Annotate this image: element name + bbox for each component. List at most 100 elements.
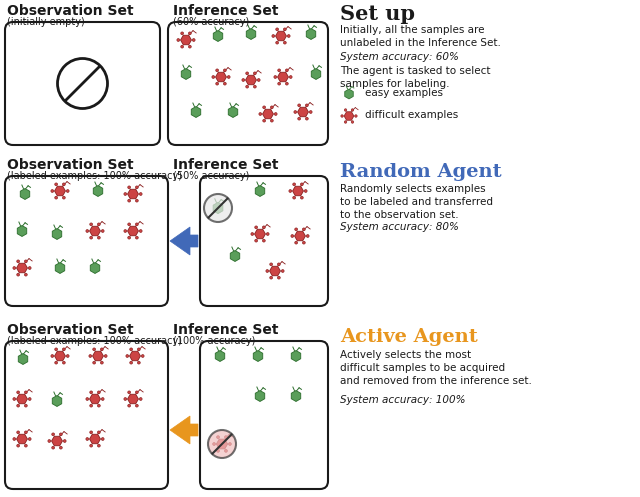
Circle shape xyxy=(228,442,231,445)
Circle shape xyxy=(136,199,138,202)
Polygon shape xyxy=(269,266,280,276)
Polygon shape xyxy=(90,434,100,444)
Text: Observation Set: Observation Set xyxy=(7,4,134,18)
Circle shape xyxy=(128,199,131,202)
Circle shape xyxy=(351,121,354,123)
Polygon shape xyxy=(170,416,198,444)
Text: difficult examples: difficult examples xyxy=(365,110,458,120)
Circle shape xyxy=(278,263,280,266)
Text: (60% accuracy): (60% accuracy) xyxy=(173,17,249,27)
FancyBboxPatch shape xyxy=(200,341,328,489)
Circle shape xyxy=(104,354,107,357)
Circle shape xyxy=(60,446,62,449)
Circle shape xyxy=(351,109,354,111)
Polygon shape xyxy=(54,351,65,361)
Circle shape xyxy=(300,183,303,186)
Circle shape xyxy=(271,106,273,109)
FancyBboxPatch shape xyxy=(5,22,160,145)
Circle shape xyxy=(17,260,20,263)
Circle shape xyxy=(295,241,298,244)
Circle shape xyxy=(136,404,138,407)
Circle shape xyxy=(227,76,230,79)
Circle shape xyxy=(24,444,28,447)
Text: (labeled examples: 100% accuracy): (labeled examples: 100% accuracy) xyxy=(7,336,182,346)
Circle shape xyxy=(274,76,276,79)
Circle shape xyxy=(90,391,93,394)
Circle shape xyxy=(141,354,144,357)
Text: Randomly selects examples
to be labeled and transferred
to the observation set.: Randomly selects examples to be labeled … xyxy=(340,184,493,220)
Circle shape xyxy=(101,230,104,233)
Polygon shape xyxy=(246,75,257,84)
Circle shape xyxy=(251,233,253,236)
Circle shape xyxy=(24,391,28,394)
Circle shape xyxy=(304,189,307,192)
Circle shape xyxy=(216,69,218,72)
Text: Observation Set: Observation Set xyxy=(7,158,134,172)
Circle shape xyxy=(86,437,89,440)
Circle shape xyxy=(28,398,31,401)
Circle shape xyxy=(216,449,220,452)
Polygon shape xyxy=(213,202,223,214)
Text: easy examples: easy examples xyxy=(365,88,443,98)
Circle shape xyxy=(130,348,132,351)
Polygon shape xyxy=(17,394,28,404)
Polygon shape xyxy=(17,263,28,273)
Polygon shape xyxy=(298,107,308,117)
Circle shape xyxy=(101,398,104,401)
Polygon shape xyxy=(129,351,140,361)
Circle shape xyxy=(188,45,191,48)
Circle shape xyxy=(128,236,131,239)
Circle shape xyxy=(177,39,180,41)
Circle shape xyxy=(262,239,265,242)
Text: Actively selects the most
difficult samples to be acquired
and removed from the : Actively selects the most difficult samp… xyxy=(340,350,532,386)
Circle shape xyxy=(17,391,20,394)
Circle shape xyxy=(253,85,256,88)
Circle shape xyxy=(307,235,309,238)
Circle shape xyxy=(93,348,95,351)
Text: System accuracy: 60%: System accuracy: 60% xyxy=(340,52,459,62)
Circle shape xyxy=(97,404,100,407)
Circle shape xyxy=(13,398,16,401)
Circle shape xyxy=(344,121,347,123)
Polygon shape xyxy=(294,231,305,241)
Circle shape xyxy=(86,230,89,233)
Circle shape xyxy=(67,189,69,192)
Circle shape xyxy=(55,348,58,351)
Circle shape xyxy=(223,69,227,72)
Text: Inference Set: Inference Set xyxy=(173,4,278,18)
Polygon shape xyxy=(228,106,237,117)
Circle shape xyxy=(140,193,142,195)
Circle shape xyxy=(284,28,286,31)
Polygon shape xyxy=(255,229,266,239)
Circle shape xyxy=(253,72,256,75)
Circle shape xyxy=(63,439,66,442)
Circle shape xyxy=(276,41,278,44)
Circle shape xyxy=(55,196,58,199)
Polygon shape xyxy=(52,229,61,240)
Polygon shape xyxy=(180,35,191,45)
Circle shape xyxy=(55,361,58,364)
Circle shape xyxy=(294,111,297,113)
Polygon shape xyxy=(215,350,225,361)
Circle shape xyxy=(24,431,28,434)
Circle shape xyxy=(344,109,347,111)
Circle shape xyxy=(52,433,54,436)
Circle shape xyxy=(287,35,290,37)
Polygon shape xyxy=(127,189,138,199)
Text: Active Agent: Active Agent xyxy=(340,328,477,346)
Circle shape xyxy=(140,230,142,233)
Text: Random Agent: Random Agent xyxy=(340,163,502,181)
FancyBboxPatch shape xyxy=(168,22,328,145)
Polygon shape xyxy=(216,72,227,82)
Circle shape xyxy=(97,431,100,434)
Circle shape xyxy=(97,236,100,239)
Polygon shape xyxy=(230,250,240,261)
Circle shape xyxy=(90,236,93,239)
Circle shape xyxy=(212,76,214,79)
Circle shape xyxy=(216,83,218,85)
Polygon shape xyxy=(345,89,353,99)
Circle shape xyxy=(90,404,93,407)
Polygon shape xyxy=(90,394,100,404)
Circle shape xyxy=(180,32,184,35)
Text: Observation Set: Observation Set xyxy=(7,323,134,337)
